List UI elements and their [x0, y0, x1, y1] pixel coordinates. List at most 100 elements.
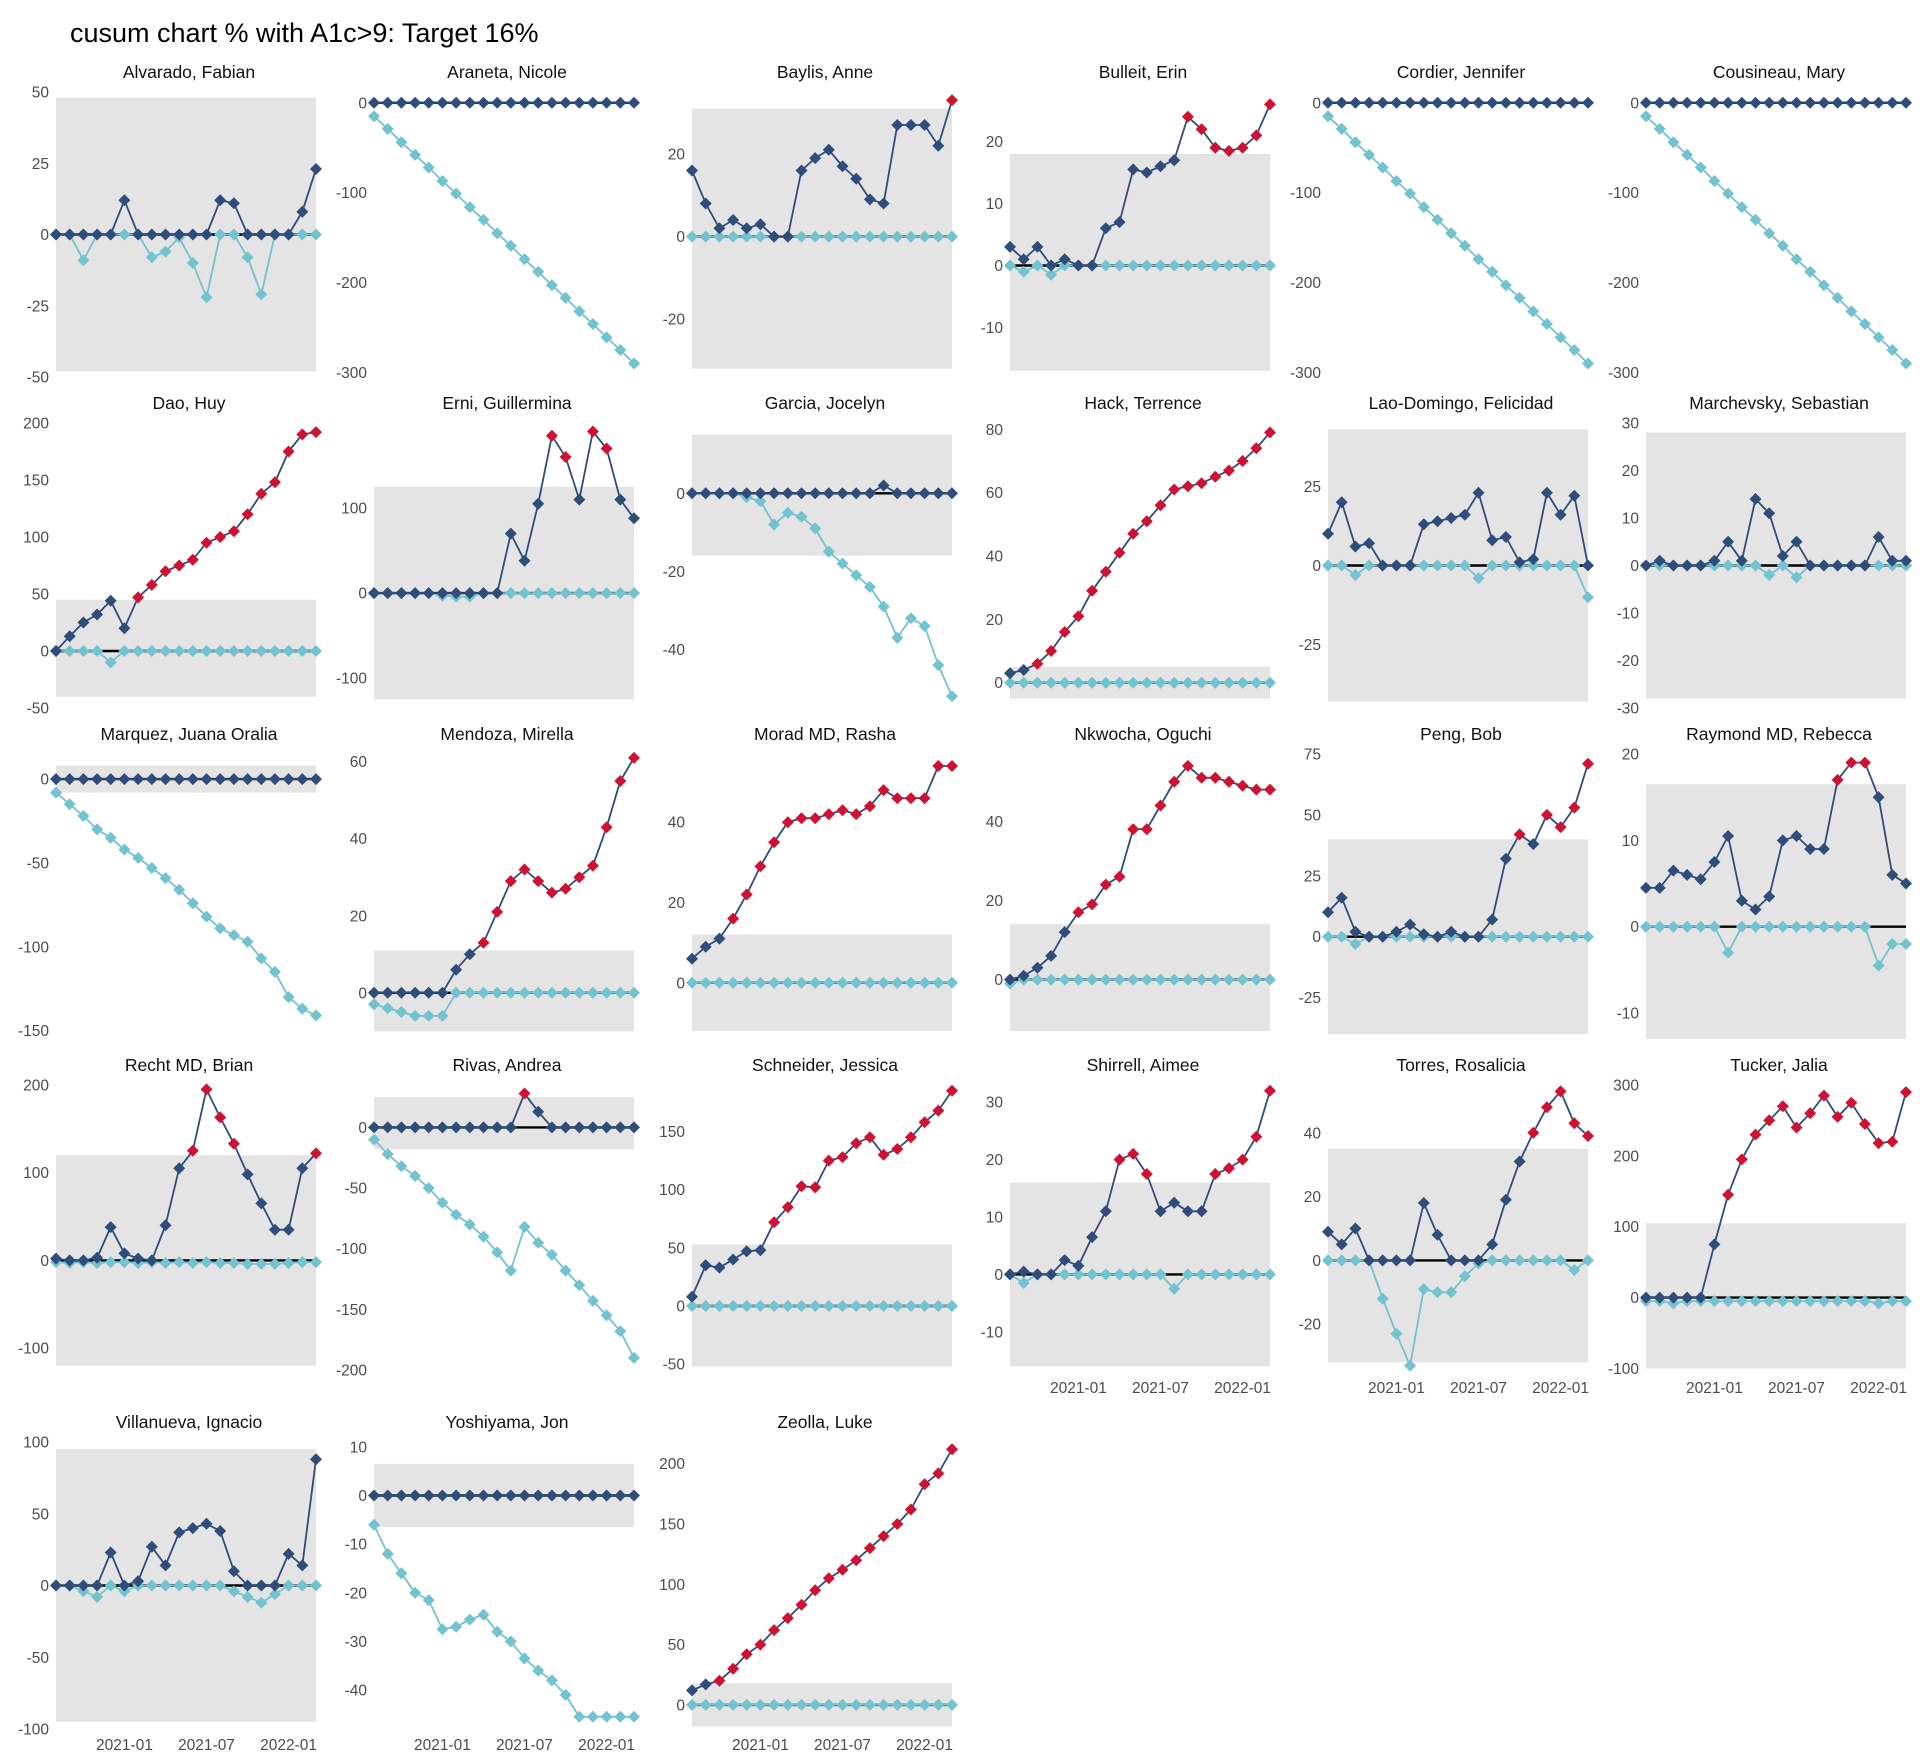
cusum-up-point: [409, 1121, 422, 1134]
cusum-signal-point: [518, 863, 531, 876]
cusum-up-point: [1681, 1291, 1694, 1304]
y-tick-label: 0: [994, 972, 1003, 989]
cusum-down-point: [754, 976, 767, 989]
cusum-down-point: [1140, 676, 1153, 689]
cusum-up-point: [1376, 930, 1389, 943]
cusum-down-point: [1486, 1254, 1499, 1267]
cusum-up-point: [1031, 1268, 1044, 1281]
cusum-up-point: [1458, 96, 1471, 109]
cusum-up-point: [1472, 96, 1485, 109]
cusum-up-point: [1872, 791, 1885, 804]
cusum-up-point: [1349, 540, 1362, 553]
cusum-down-points: [686, 1698, 958, 1711]
facet-plot: 100 50 0 -50 -100 2021-01 2021-07 2022-01: [10, 1435, 328, 1764]
facet-chart: 10 0 -10 -20 -30 -40 2021-01 2021-07 2022-01: [345, 1439, 640, 1754]
cusum-up-point: [159, 1219, 172, 1232]
cusum-down-point: [600, 331, 613, 344]
y-tick-label: 100: [1613, 1219, 1639, 1236]
cusum-signal-point: [1099, 878, 1112, 891]
cusum-up-point: [1322, 96, 1334, 109]
cusum-up-points: [50, 1083, 322, 1267]
cusum-down-point: [477, 986, 490, 999]
facet-panel: Cordier, Jennifer 0 -100 -200 -300: [1282, 59, 1600, 388]
cusum-up-point: [891, 119, 904, 131]
cusum-down-point: [946, 976, 958, 989]
cusum-up-point: [477, 1121, 490, 1134]
cusum-up-points: [1004, 1084, 1276, 1281]
cusum-up-point: [118, 194, 131, 207]
cusum-up-point: [1499, 1193, 1512, 1206]
y-tick-label: 0: [676, 1697, 685, 1714]
cusum-down-point: [740, 1300, 753, 1312]
cusum-up-point: [1404, 96, 1417, 109]
facet-panel: Tucker, Jalia 300 200 100 0 -100 2021-01 2021-0…: [1600, 1052, 1918, 1407]
y-tick-label: -25: [27, 298, 49, 315]
cusum-down-point: [1776, 920, 1789, 933]
cusum-down-point: [586, 1710, 599, 1723]
cusum-up-point: [809, 487, 822, 500]
cusum-up-point: [422, 1121, 435, 1134]
cusum-up-point: [422, 96, 435, 109]
cusum-down-points: [1322, 110, 1594, 370]
cusum-down-point: [1872, 559, 1885, 572]
cusum-up-point: [1486, 96, 1499, 109]
cusum-down-point: [932, 1300, 945, 1312]
cusum-down-point: [1209, 259, 1222, 272]
cusum-down-point: [1250, 259, 1263, 272]
cusum-up-point: [1527, 838, 1540, 851]
cusum-up-point: [1694, 96, 1707, 109]
cusum-down-point: [1708, 1295, 1721, 1308]
cusum-down-point: [727, 1300, 740, 1312]
cusum-signal-point: [1168, 775, 1181, 788]
cusum-down-point: [214, 228, 227, 241]
facet-panel: Marchevsky, Sebastian 30 20 10 0 -10 -20 -30: [1600, 390, 1918, 719]
cusum-down-point: [1499, 279, 1512, 292]
facet-chart: 40 20 0: [668, 760, 958, 1031]
cusum-up-point: [1045, 259, 1058, 272]
cusum-up-point: [1363, 930, 1376, 943]
cusum-up-point: [395, 1489, 408, 1502]
cusum-down-point: [1749, 1295, 1762, 1308]
facet-title: Nkwocha, Oguchi: [1074, 724, 1212, 744]
cusum-down-point: [1264, 973, 1276, 986]
cusum-up-point: [200, 228, 213, 241]
cusum-up-point: [91, 773, 104, 786]
y-tick-label: 0: [994, 258, 1003, 275]
cusum-up-point: [686, 1684, 698, 1697]
cusum-down-point: [1445, 227, 1458, 240]
facet-chart: 20 10 0 -10: [1617, 747, 1912, 1039]
cusum-up-point: [768, 230, 781, 243]
cusum-up-point: [573, 493, 586, 506]
cusum-signal-point: [946, 1443, 958, 1456]
cusum-down-point: [545, 1248, 558, 1261]
cusum-signal-point: [1113, 870, 1126, 883]
cusum-down-point: [836, 976, 849, 989]
cusum-down-point: [104, 831, 117, 844]
cusum-signal-point: [836, 1563, 849, 1576]
cusum-down-point: [1154, 259, 1167, 272]
cusum-up-point: [296, 205, 309, 218]
facet-title: Yoshiyama, Jon: [445, 1412, 569, 1432]
y-tick-label: 20: [986, 893, 1004, 910]
cusum-signal-point: [1900, 1086, 1912, 1099]
cusum-up-point: [1681, 868, 1694, 881]
cusum-up-point: [768, 487, 781, 500]
y-tick-label: -300: [1608, 365, 1639, 382]
cusum-down-point: [1568, 1264, 1581, 1276]
facet-title: Hack, Terrence: [1084, 393, 1202, 413]
control-limit-band: [1646, 784, 1906, 1039]
facet-panel: Raymond MD, Rebecca 20 10 0 -10: [1600, 721, 1918, 1050]
cusum-down-points: [1640, 920, 1912, 972]
cusum-down-point: [1335, 559, 1348, 572]
cusum-up-points: [1640, 756, 1912, 916]
x-tick-label: 2022-01: [260, 1737, 317, 1754]
cusum-signal-point: [1072, 906, 1085, 919]
cusum-down-point: [1886, 1295, 1899, 1308]
cusum-down-point: [1872, 1297, 1885, 1310]
cusum-down-point: [1582, 357, 1594, 370]
cusum-up-point: [1099, 222, 1112, 235]
cusum-down-point: [1763, 1295, 1776, 1308]
cusum-down-point: [422, 1594, 435, 1607]
cusum-up-point: [1790, 830, 1803, 842]
cusum-signal-point: [1181, 110, 1194, 123]
